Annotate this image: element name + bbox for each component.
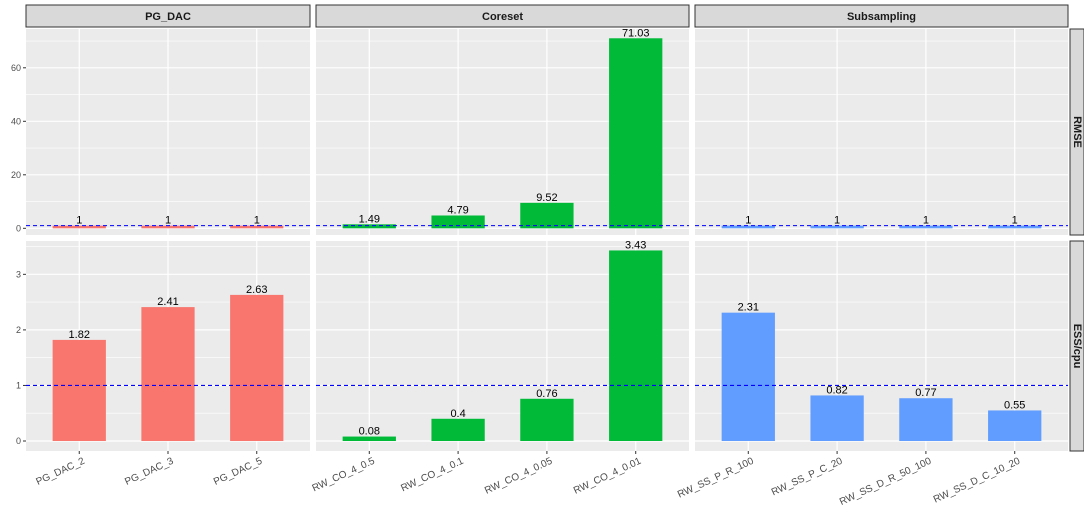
data-label-rw-ss-p-c-20-ess-cpu: 0.82 xyxy=(826,384,847,396)
data-label-rw-ss-d-r-50-100-rmse: 1 xyxy=(923,215,929,227)
column-strip-label-pg-dac: PG_DAC xyxy=(145,11,191,23)
bar-rw-ss-p-c-20-rmse xyxy=(810,225,864,229)
y-tick-label: 2 xyxy=(16,325,21,335)
bar-rw-ss-d-c-10-20-ess-cpu xyxy=(988,410,1042,441)
y-tick-label: 1 xyxy=(16,380,21,390)
data-label-rw-ss-p-r-100-ess-cpu: 2.31 xyxy=(738,302,759,314)
bar-pg-dac-2-ess-cpu xyxy=(52,339,106,441)
row-strip-rmse xyxy=(1069,28,1084,236)
panel-rmse-subsampling xyxy=(695,29,1068,235)
column-strip-subsampling xyxy=(694,4,1069,28)
data-label-rw-ss-d-r-50-100-ess-cpu: 0.77 xyxy=(915,387,936,399)
data-label-rw-ss-d-c-10-20-ess-cpu: 0.55 xyxy=(1004,399,1025,411)
bar-pg-dac-5-rmse xyxy=(230,225,284,229)
data-label-rw-co-4-0-01-rmse: 71.03 xyxy=(622,27,650,39)
bar-rw-co-4-0-1-rmse xyxy=(431,215,485,229)
data-label-rw-co-4-0-05-rmse: 9.52 xyxy=(536,192,557,204)
bar-pg-dac-3-rmse xyxy=(141,225,195,229)
bar-rw-co-4-0-1-ess-cpu xyxy=(431,418,485,441)
x-tick-label-pg-dac-2: PG_DAC_2 xyxy=(35,456,87,488)
data-label-rw-ss-d-c-10-20-rmse: 1 xyxy=(1012,215,1018,227)
x-tick-label-rw-co-4-0-05: RW_CO_4_0.05 xyxy=(483,456,554,497)
column-strip-label-subsampling: Subsampling xyxy=(847,11,916,23)
data-label-pg-dac-5-rmse: 1 xyxy=(254,215,260,227)
bar-pg-dac-5-ess-cpu xyxy=(230,294,284,441)
bar-rw-ss-d-c-10-20-rmse xyxy=(988,225,1042,229)
bar-pg-dac-3-ess-cpu xyxy=(141,307,195,441)
data-label-rw-co-4-0-05-ess-cpu: 0.76 xyxy=(536,388,557,400)
data-label-rw-co-4-0-1-rmse: 4.79 xyxy=(447,204,468,216)
bar-rw-ss-p-c-20-ess-cpu xyxy=(810,395,864,441)
x-tick-label-rw-ss-d-c-10-20: RW_SS_D_C_10_20 xyxy=(932,456,1023,506)
x-tick-label-rw-ss-p-r-100: RW_SS_P_R_100 xyxy=(676,456,756,501)
x-tick-label-rw-ss-d-r-50-100: RW_SS_D_R_50_100 xyxy=(838,456,934,508)
bar-rw-ss-p-r-100-ess-cpu xyxy=(721,312,775,441)
y-tick-label: 0 xyxy=(16,223,21,233)
data-label-rw-co-4-0-01-ess-cpu: 3.43 xyxy=(625,239,646,251)
data-label-pg-dac-2-ess-cpu: 1.82 xyxy=(69,329,90,341)
bar-rw-co-4-0-05-rmse xyxy=(520,202,574,229)
y-tick-label: 0 xyxy=(16,436,21,446)
bar-rw-co-4-0-5-ess-cpu xyxy=(342,436,396,441)
data-label-rw-ss-p-r-100-rmse: 1 xyxy=(745,215,751,227)
x-tick-label-pg-dac-5: PG_DAC_5 xyxy=(212,456,264,488)
bar-rw-co-4-0-01-ess-cpu xyxy=(609,250,663,441)
bar-rw-co-4-0-01-rmse xyxy=(609,38,663,229)
x-tick-label-pg-dac-3: PG_DAC_3 xyxy=(123,456,175,488)
row-strip-ess-cpu xyxy=(1069,240,1084,452)
x-tick-label-rw-co-4-0-1: RW_CO_4_0.1 xyxy=(399,456,465,495)
column-strip-pg-dac xyxy=(25,4,311,28)
row-strip-label-rmse: RMSE xyxy=(1071,116,1083,148)
column-strip-coreset xyxy=(315,4,690,28)
data-label-rw-ss-p-c-20-rmse: 1 xyxy=(834,215,840,227)
x-tick-label-rw-co-4-0-01: RW_CO_4_0.01 xyxy=(572,456,643,497)
y-tick-label: 20 xyxy=(11,170,21,180)
data-label-pg-dac-2-rmse: 1 xyxy=(76,215,82,227)
data-label-rw-co-4-0-5-ess-cpu: 0.08 xyxy=(359,426,380,438)
bar-rw-ss-d-r-50-100-rmse xyxy=(899,225,953,229)
data-label-pg-dac-3-ess-cpu: 2.41 xyxy=(157,296,178,308)
y-tick-label: 3 xyxy=(16,269,21,279)
y-tick-label: 40 xyxy=(11,116,21,126)
data-label-pg-dac-5-ess-cpu: 2.63 xyxy=(246,284,267,296)
data-label-rw-co-4-0-1-ess-cpu: 0.4 xyxy=(450,408,465,420)
data-label-rw-co-4-0-5-rmse: 1.49 xyxy=(359,213,380,225)
bar-rw-co-4-0-5-rmse xyxy=(342,224,396,229)
bar-rw-ss-d-r-50-100-ess-cpu xyxy=(899,398,953,441)
data-label-pg-dac-3-rmse: 1 xyxy=(165,215,171,227)
bar-pg-dac-2-rmse xyxy=(52,225,106,229)
bar-rw-co-4-0-05-ess-cpu xyxy=(520,398,574,441)
column-strip-label-coreset: Coreset xyxy=(482,11,523,23)
bar-rw-ss-p-r-100-rmse xyxy=(721,225,775,229)
x-tick-label-rw-ss-p-c-20: RW_SS_P_C_20 xyxy=(770,456,845,499)
y-tick-label: 60 xyxy=(11,63,21,73)
row-strip-label-ess-cpu: ESS/cpu xyxy=(1071,324,1083,369)
x-tick-label-rw-co-4-0-5: RW_CO_4_0.5 xyxy=(311,456,377,495)
